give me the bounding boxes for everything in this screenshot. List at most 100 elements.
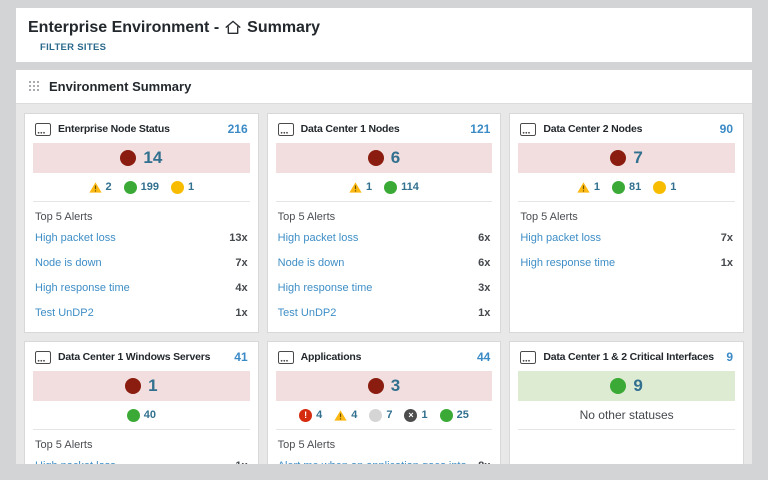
primary-status-banner[interactable]: 9 — [518, 371, 735, 402]
status-item[interactable]: 81 — [612, 180, 642, 194]
alert-link[interactable]: High response time — [520, 257, 616, 270]
page-title-suffix: Summary — [247, 19, 321, 36]
status-item[interactable]: 114 — [384, 180, 419, 194]
alert-row: High packet loss 6x — [278, 226, 491, 251]
status-item[interactable]: 1 — [577, 181, 600, 193]
alert-count: 1x — [720, 257, 733, 270]
alert-link[interactable]: High response time — [277, 282, 373, 295]
status-item[interactable]: 40 — [126, 408, 156, 422]
alert-row: Alert me when an application goes into w… — [278, 454, 491, 464]
alert-row: Test UnDP2 1x — [278, 301, 491, 326]
alerts-section: No Active Alerts — [510, 430, 743, 464]
card-header: Data Center 1 Nodes 121 — [268, 114, 501, 143]
alert-link[interactable]: Test UnDP2 — [277, 307, 337, 320]
up-status-icon — [612, 180, 626, 194]
alert-list: High packet loss1xNode is down1x — [35, 454, 248, 464]
alert-link[interactable]: High packet loss — [35, 458, 116, 464]
alert-count: 4x — [235, 282, 248, 295]
card-header: Data Center 1 & 2 Critical Interfaces 9 — [510, 342, 743, 371]
alerts-section: Top 5 Alerts High packet loss 7x High resp… — [510, 202, 743, 332]
card-total-link[interactable]: 121 — [470, 122, 491, 136]
alert-count: 1x — [235, 307, 248, 320]
warning-triangle-icon — [577, 181, 590, 193]
alert-link[interactable]: High packet loss — [520, 232, 602, 244]
primary-status-banner[interactable]: 14 — [33, 143, 250, 173]
primary-status-banner[interactable]: 3 — [275, 371, 493, 402]
status-item[interactable]: 1 — [171, 180, 195, 194]
status-card: Applications 44 3 ! 4 4 7 × 1 25 Top 5 Alerts … — [266, 341, 502, 464]
status-count: 2 — [105, 181, 112, 193]
status-card: Data Center 1 Nodes 121 6 1 114 Top 5 Ale… — [266, 113, 502, 334]
primary-status-count: 14 — [143, 148, 163, 167]
alert-link[interactable]: Test UnDP2 — [35, 307, 94, 320]
status-count: 1 — [366, 181, 373, 193]
status-count: 114 — [401, 181, 419, 193]
primary-status-banner[interactable]: 1 — [33, 371, 250, 402]
status-item[interactable]: × 1 — [404, 408, 428, 422]
alerts-title: Top 5 Alerts — [277, 211, 336, 223]
environment-summary-widget: Environment Summary Enterprise Node Stat… — [16, 70, 752, 464]
alerts-title: Top 5 Alerts — [277, 439, 336, 452]
status-count: 1 — [670, 181, 677, 193]
up-status-icon — [439, 408, 453, 422]
cards-grid: Enterprise Node Status 216 14 2 199 1 Top … — [16, 104, 752, 464]
card-total-link[interactable]: 216 — [227, 122, 248, 136]
status-item[interactable]: 1 — [653, 180, 677, 194]
card-header: Data Center 1 Windows Servers 41 — [25, 342, 258, 371]
alerts-section: Top 5 Alerts High packet loss 13x Node is … — [25, 202, 258, 332]
card-title: Data Center 1 Nodes — [300, 123, 400, 135]
status-row: 1 81 1 — [518, 173, 735, 202]
status-item[interactable]: 4 — [334, 409, 357, 421]
alert-link[interactable]: High packet loss — [35, 232, 116, 244]
alerts-section: Top 5 Alerts High packet loss 6x Node is d… — [268, 202, 501, 332]
status-count: 1 — [188, 181, 195, 193]
page-title-prefix: Enterprise Environment - — [28, 19, 220, 36]
status-count: 81 — [629, 181, 642, 193]
alert-link[interactable]: High response time — [35, 282, 130, 295]
status-item[interactable]: 199 — [123, 180, 159, 194]
alert-link[interactable]: High packet loss — [277, 232, 359, 244]
status-item[interactable]: 25 — [439, 408, 469, 422]
drag-handle-icon[interactable] — [29, 81, 40, 92]
primary-status-banner[interactable]: 7 — [518, 143, 735, 173]
primary-status-count: 6 — [390, 148, 401, 167]
status-card: Data Center 1 Windows Servers 41 1 40 To… — [24, 341, 259, 464]
alert-link[interactable]: Node is down — [277, 257, 345, 270]
primary-status-count: 9 — [633, 376, 643, 396]
down-status-icon: × — [404, 408, 418, 422]
card-total-link[interactable]: 9 — [726, 350, 733, 365]
alerts-title: Top 5 Alerts — [35, 439, 93, 452]
status-item[interactable]: 7 — [369, 408, 393, 422]
alert-row: Node is down 6x — [278, 251, 491, 276]
up-status-icon — [610, 378, 627, 395]
primary-status-banner[interactable]: 6 — [275, 143, 493, 173]
status-item[interactable]: 2 — [88, 181, 112, 193]
alerts-title: Top 5 Alerts — [520, 211, 578, 223]
alert-row: High packet loss 13x — [35, 226, 248, 251]
status-count: 7 — [386, 409, 393, 422]
card-total-link[interactable]: 44 — [476, 350, 491, 365]
card-total-link[interactable]: 90 — [719, 122, 733, 136]
alert-count: 6x — [478, 232, 491, 244]
alerts-section: Top 5 Alerts High packet loss1xNode is d… — [25, 430, 258, 464]
alert-link[interactable]: Node is down — [35, 257, 102, 270]
warning-triangle-icon — [334, 410, 347, 421]
status-item[interactable]: ! 4 — [299, 408, 322, 422]
status-card: Data Center 1 & 2 Critical Interfaces 9 … — [509, 341, 744, 464]
widget-title: Environment Summary — [49, 79, 192, 94]
alert-link[interactable]: Alert me when an application goes into w… — [278, 458, 468, 464]
card-title: Data Center 1 & 2 Critical Interfaces — [543, 351, 714, 364]
no-active-alerts: No Active Alerts — [520, 439, 733, 464]
status-row: ! 4 4 7 × 1 25 — [275, 401, 493, 431]
alert-list: Alert me when an application goes into w… — [278, 454, 491, 464]
card-total-link[interactable]: 41 — [234, 350, 248, 365]
status-count: 40 — [143, 409, 156, 422]
status-row: 2 199 1 — [33, 173, 250, 202]
status-item[interactable]: 1 — [349, 181, 372, 193]
primary-status-count: 7 — [633, 148, 643, 167]
warning-triangle-icon — [349, 181, 362, 193]
alert-row: High response time 3x — [278, 276, 491, 301]
no-other-statuses: No other statuses — [518, 401, 735, 431]
card-title: Data Center 1 Windows Servers — [58, 351, 211, 364]
filter-sites-link[interactable]: FILTER SITES — [40, 42, 107, 54]
